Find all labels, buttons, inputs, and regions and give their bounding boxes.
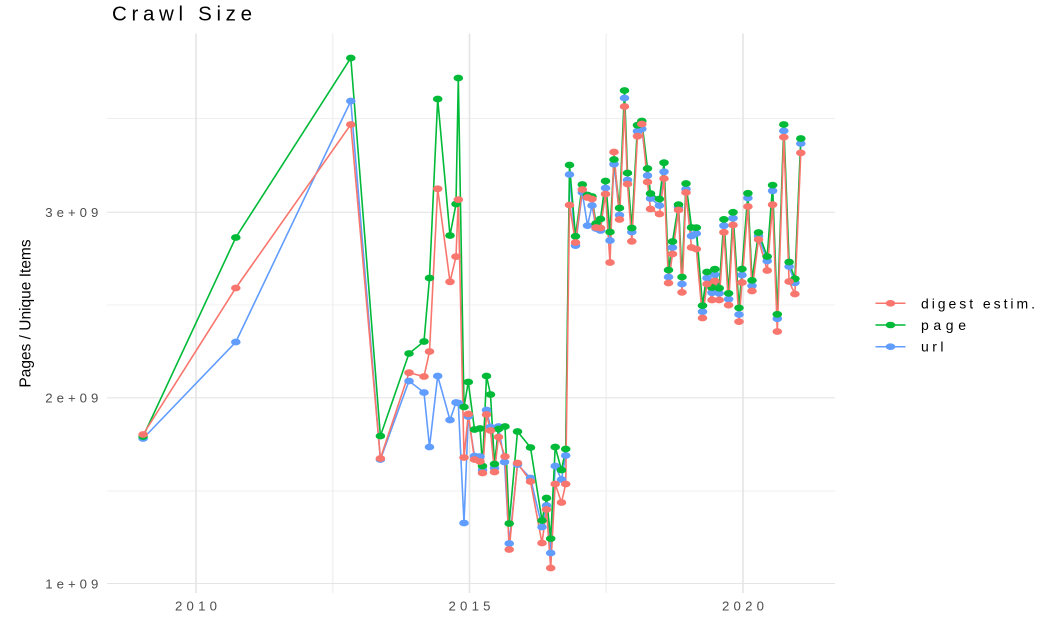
svg-text:Crawl Size: Crawl Size xyxy=(112,2,252,25)
svg-text:3e+09: 3e+09 xyxy=(45,205,98,220)
svg-text:url: url xyxy=(921,339,944,355)
svg-text:Pages / Unique Items: Pages / Unique Items xyxy=(18,239,35,387)
svg-text:2e+09: 2e+09 xyxy=(45,391,98,406)
svg-text:digest estim.: digest estim. xyxy=(921,295,1035,311)
svg-text:1e+09: 1e+09 xyxy=(45,576,98,591)
